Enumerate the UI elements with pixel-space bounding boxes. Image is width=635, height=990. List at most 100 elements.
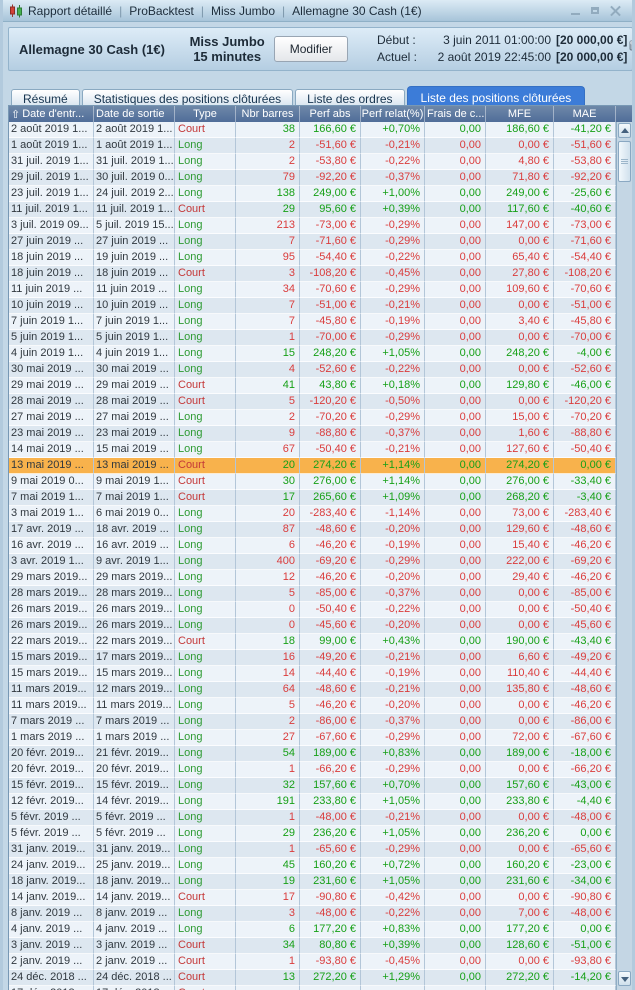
window-title: Rapport détaillé | ProBacktest | Miss Ju…: [28, 4, 422, 18]
cell-mfe: 0,00 €: [486, 890, 554, 906]
table-row[interactable]: 24 janv. 2019... 25 janv. 2019... Long 4…: [9, 858, 616, 874]
table-row[interactable]: 5 juin 2019 1... 5 juin 2019 1... Long 1…: [9, 330, 616, 346]
vertical-scrollbar[interactable]: [616, 122, 632, 990]
table-row[interactable]: 11 mars 2019... 12 mars 2019... Long 64 …: [9, 682, 616, 698]
table-row[interactable]: 15 mars 2019... 17 mars 2019... Long 16 …: [9, 650, 616, 666]
maximize-button[interactable]: [590, 5, 602, 17]
column-header-type[interactable]: Type: [175, 106, 236, 122]
table-row[interactable]: 5 févr. 2019 ... 5 févr. 2019 ... Long 2…: [9, 826, 616, 842]
column-header-perf-abs[interactable]: Perf abs: [300, 106, 361, 122]
table-row[interactable]: 4 juin 2019 1... 4 juin 2019 1... Long 1…: [9, 346, 616, 362]
cell-mae: -85,00 €: [554, 586, 616, 602]
table-row[interactable]: 3 mai 2019 1... 6 mai 2019 0... Long 20 …: [9, 506, 616, 522]
cell-type: Long: [175, 314, 236, 330]
modify-button[interactable]: Modifier: [273, 36, 349, 62]
table-row[interactable]: 28 mars 2019... 28 mars 2019... Long 5 -…: [9, 586, 616, 602]
table-row[interactable]: 1 août 2019 1... 1 août 2019 1... Long 2…: [9, 138, 616, 154]
table-row[interactable]: 2 août 2019 1... 2 août 2019 1... Court …: [9, 122, 616, 138]
cell-type: Long: [175, 410, 236, 426]
cell-entry-date: 5 févr. 2019 ...: [9, 826, 94, 842]
cell-mfe: 0,00 €: [486, 602, 554, 618]
table-row[interactable]: 29 mai 2019 ... 29 mai 2019 ... Court 41…: [9, 378, 616, 394]
cell-exit-date: 30 mai 2019 ...: [94, 362, 175, 378]
table-row[interactable]: 7 juin 2019 1... 7 juin 2019 1... Long 7…: [9, 314, 616, 330]
cell-mfe: 1,60 €: [486, 426, 554, 442]
scroll-down-button[interactable]: [618, 971, 631, 986]
cell-mae: -52,60 €: [554, 362, 616, 378]
cell-mae: -48,00 €: [554, 810, 616, 826]
cell-perf-relat: -0,29%: [361, 730, 425, 746]
table-row[interactable]: 30 mai 2019 ... 30 mai 2019 ... Long 4 -…: [9, 362, 616, 378]
column-header-nbr-barres[interactable]: Nbr barres: [236, 106, 300, 122]
column-header-perf-relat[interactable]: Perf relat(%): [361, 106, 425, 122]
table-row[interactable]: 18 juin 2019 ... 18 juin 2019 ... Court …: [9, 266, 616, 282]
cell-perf-abs: -44,40 €: [300, 666, 361, 682]
tab-liste-des-positions-cloturees[interactable]: Liste des positions clôturées: [406, 86, 586, 108]
table-row[interactable]: 24 déc. 2018 ... 24 déc. 2018 ... Court …: [9, 970, 616, 986]
table-row[interactable]: 13 mai 2019 ... 13 mai 2019 ... Court 20…: [9, 458, 616, 474]
print-button[interactable]: [627, 35, 632, 64]
tab-statistiques-positions-cloturees[interactable]: Statistiques des positions clôturées: [81, 89, 294, 108]
table-row[interactable]: 3 janv. 2019 ... 3 janv. 2019 ... Court …: [9, 938, 616, 954]
table-row[interactable]: 26 mars 2019... 26 mars 2019... Long 0 -…: [9, 602, 616, 618]
table-row[interactable]: 5 févr. 2019 ... 5 févr. 2019 ... Long 1…: [9, 810, 616, 826]
table-row[interactable]: 18 janv. 2019... 18 janv. 2019... Long 1…: [9, 874, 616, 890]
table-row[interactable]: 11 juin 2019 ... 11 juin 2019 ... Long 3…: [9, 282, 616, 298]
start-line: Début : 3 juin 2011 01:00:00 [20 000,00 €]: [377, 32, 627, 49]
cell-perf-relat: -0,22%: [361, 602, 425, 618]
table-row[interactable]: 11 mars 2019... 11 mars 2019... Long 5 -…: [9, 698, 616, 714]
tab-resume[interactable]: Résumé: [11, 89, 80, 108]
table-row[interactable]: 20 févr. 2019... 20 févr. 2019... Long 1…: [9, 762, 616, 778]
table-row[interactable]: 3 avr. 2019 1... 9 avr. 2019 1... Long 4…: [9, 554, 616, 570]
cell-perf-relat: -0,45%: [361, 266, 425, 282]
table-row[interactable]: 31 juil. 2019 1... 31 juil. 2019 1... Lo…: [9, 154, 616, 170]
cell-type: Long: [175, 794, 236, 810]
table-row[interactable]: 10 juin 2019 ... 10 juin 2019 ... Long 7…: [9, 298, 616, 314]
table-row[interactable]: 26 mars 2019... 26 mars 2019... Long 0 -…: [9, 618, 616, 634]
table-row[interactable]: 12 févr. 2019... 14 févr. 2019... Long 1…: [9, 794, 616, 810]
table-row[interactable]: 18 juin 2019 ... 19 juin 2019 ... Long 9…: [9, 250, 616, 266]
table-row[interactable]: 2 janv. 2019 ... 2 janv. 2019 ... Court …: [9, 954, 616, 970]
table-row[interactable]: 20 févr. 2019... 21 févr. 2019... Long 5…: [9, 746, 616, 762]
table-row[interactable]: 22 mars 2019... 22 mars 2019... Court 18…: [9, 634, 616, 650]
table-row[interactable]: 23 juil. 2019 1... 24 juil. 2019 2... Lo…: [9, 186, 616, 202]
tab-liste-des-ordres[interactable]: Liste des ordres: [295, 89, 405, 108]
table-row[interactable]: 27 mai 2019 ... 27 mai 2019 ... Long 2 -…: [9, 410, 616, 426]
scroll-up-button[interactable]: [618, 123, 631, 138]
table-row[interactable]: 3 juil. 2019 09... 5 juil. 2019 15... Lo…: [9, 218, 616, 234]
table-row[interactable]: 28 mai 2019 ... 28 mai 2019 ... Court 5 …: [9, 394, 616, 410]
column-header-entry-date[interactable]: ⇧ Date d'entr...: [9, 106, 94, 122]
cell-exit-date: 15 mai 2019 ...: [94, 442, 175, 458]
table-row[interactable]: 15 févr. 2019... 15 févr. 2019... Long 3…: [9, 778, 616, 794]
table-row[interactable]: 11 juil. 2019 1... 11 juil. 2019 1... Co…: [9, 202, 616, 218]
cell-perf-relat: +0,83%: [361, 922, 425, 938]
table-row[interactable]: 7 mai 2019 1... 7 mai 2019 1... Court 17…: [9, 490, 616, 506]
table-row[interactable]: 17 avr. 2019 ... 18 avr. 2019 ... Long 8…: [9, 522, 616, 538]
table-row[interactable]: 17 déc. 2018 ... 17 déc. 2018 ... Court: [9, 986, 616, 990]
table-row[interactable]: 15 mars 2019... 15 mars 2019... Long 14 …: [9, 666, 616, 682]
column-header-exit-date[interactable]: Date de sortie: [94, 106, 175, 122]
table-row[interactable]: 4 janv. 2019 ... 4 janv. 2019 ... Long 6…: [9, 922, 616, 938]
table-row[interactable]: 23 mai 2019 ... 23 mai 2019 ... Long 9 -…: [9, 426, 616, 442]
column-header-mfe[interactable]: MFE: [486, 106, 554, 122]
cell-frais: 0,00: [425, 346, 486, 362]
table-row[interactable]: 7 mars 2019 ... 7 mars 2019 ... Long 2 -…: [9, 714, 616, 730]
scrollbar-thumb[interactable]: [618, 141, 631, 182]
table-row[interactable]: 29 juil. 2019 1... 30 juil. 2019 0... Lo…: [9, 170, 616, 186]
table-row[interactable]: 14 mai 2019 ... 15 mai 2019 ... Long 67 …: [9, 442, 616, 458]
table-row[interactable]: 1 mars 2019 ... 1 mars 2019 ... Long 27 …: [9, 730, 616, 746]
table-row[interactable]: 14 janv. 2019... 14 janv. 2019... Court …: [9, 890, 616, 906]
cell-entry-date: 11 mars 2019...: [9, 698, 94, 714]
column-header-frais[interactable]: Frais de c...: [427, 106, 486, 122]
close-button[interactable]: [610, 5, 622, 17]
table-row[interactable]: 27 juin 2019 ... 27 juin 2019 ... Long 7…: [9, 234, 616, 250]
table-row[interactable]: 16 avr. 2019 ... 16 avr. 2019 ... Long 6…: [9, 538, 616, 554]
minimize-button[interactable]: [570, 5, 582, 17]
column-header-mae[interactable]: MAE: [554, 106, 616, 122]
table-row[interactable]: 9 mai 2019 0... 9 mai 2019 1... Court 30…: [9, 474, 616, 490]
cell-type: Court: [175, 394, 236, 410]
cell-nbr-barres: 18: [236, 634, 300, 650]
table-row[interactable]: 31 janv. 2019... 31 janv. 2019... Long 1…: [9, 842, 616, 858]
table-row[interactable]: 8 janv. 2019 ... 8 janv. 2019 ... Long 3…: [9, 906, 616, 922]
table-row[interactable]: 29 mars 2019... 29 mars 2019... Long 12 …: [9, 570, 616, 586]
